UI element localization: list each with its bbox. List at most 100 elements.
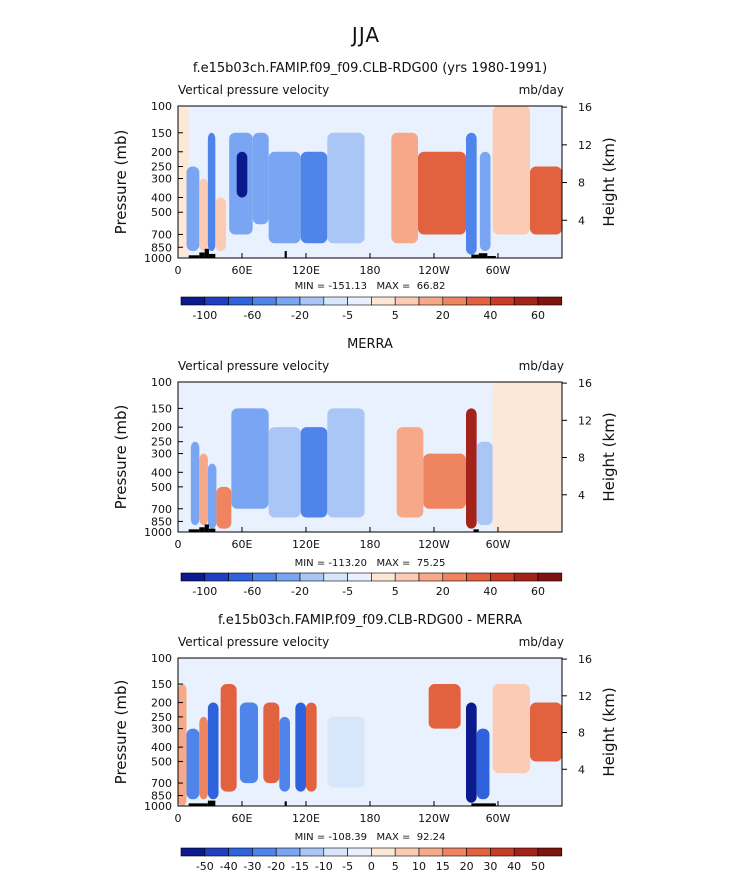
panel-2-longitude-axis: 0 60E 120E 180 120W 60W	[175, 527, 511, 551]
contour-cell	[199, 178, 208, 252]
colorbar-label: -30	[243, 860, 261, 872]
contour-cell	[199, 716, 208, 800]
y-tick-label: 700	[151, 228, 172, 241]
contour-cell	[300, 427, 328, 518]
colorbar-swatch	[347, 296, 372, 306]
y-tick-label: 200	[151, 421, 172, 434]
panel-3-height-axis: 16 12 8 4	[562, 653, 592, 776]
height-tick-label: 4	[578, 489, 585, 502]
panel-2-contour-cells	[178, 382, 562, 532]
colorbar-label: 10	[412, 860, 426, 872]
contour-cell	[466, 702, 477, 803]
panel-1-variable-label: Vertical pressure velocity	[178, 83, 329, 97]
contour-cell	[252, 132, 269, 225]
colorbar-swatch	[323, 572, 348, 582]
panel-2-colorbar: -100 -60 -20 -5 5 20 40 60	[180, 572, 563, 598]
panel-3-y-label: Pressure (mb)	[112, 680, 130, 785]
contour-cell	[186, 166, 200, 252]
colorbar-label: -60	[243, 585, 261, 598]
height-tick-label: 8	[578, 727, 585, 740]
x-tick-label: 60W	[486, 264, 511, 277]
colorbar-label: -15	[291, 860, 309, 872]
colorbar-swatch	[513, 847, 539, 857]
colorbar-swatch	[228, 572, 253, 582]
panel-1-title: f.e15b03ch.FAMIP.f09_f09.CLB-RDG00 (yrs …	[193, 61, 547, 76]
contour-cell	[306, 702, 317, 792]
contour-cell	[327, 408, 365, 518]
colorbar-swatch	[442, 572, 467, 582]
x-tick-label: 0	[175, 264, 182, 277]
panel-1-topography	[188, 248, 496, 258]
colorbar-swatch	[252, 296, 277, 306]
colorbar-swatch	[299, 296, 325, 306]
colorbar-label: 20	[436, 309, 450, 322]
y-tick-label: 250	[151, 160, 172, 173]
height-tick-label: 16	[578, 653, 592, 666]
topography-block	[208, 528, 216, 532]
y-tick-label: 400	[151, 192, 172, 205]
panel-2-units-label: mb/day	[519, 359, 564, 373]
x-tick-label: 120E	[292, 538, 320, 551]
y-tick-label: 150	[151, 678, 172, 691]
colorbar-label: 15	[436, 860, 450, 872]
colorbar-swatch	[537, 847, 563, 857]
y-tick-label: 250	[151, 436, 172, 449]
y-tick-label: 1000	[144, 252, 172, 265]
panel-1-contour-cells	[178, 106, 562, 258]
colorbar-label: 30	[483, 860, 497, 872]
contour-cell	[239, 702, 258, 784]
x-tick-label: 180	[360, 538, 381, 551]
y-tick-label: 850	[151, 790, 172, 803]
panel-3-variable-label: Vertical pressure velocity	[178, 635, 329, 649]
contour-cell	[279, 716, 290, 792]
panel-3-contour-cells	[178, 658, 562, 806]
contour-cell	[364, 382, 397, 532]
colorbar-swatch	[228, 847, 253, 857]
contour-cell	[231, 408, 269, 509]
contour-cell	[190, 441, 200, 526]
y-tick-label: 400	[151, 741, 172, 754]
colorbar-swatch	[513, 572, 539, 582]
y-tick-label: 150	[151, 127, 172, 140]
colorbar-label: 0	[368, 860, 375, 872]
topography-block	[478, 253, 488, 258]
height-tick-label: 16	[578, 377, 592, 390]
colorbar-swatch	[347, 847, 372, 857]
x-tick-label: 120W	[418, 264, 450, 277]
figure-title: JJA	[350, 23, 380, 47]
panel-3-y-label-right: Height (km)	[600, 687, 618, 776]
colorbar-label: 60	[531, 309, 545, 322]
panel-3-topography	[188, 800, 496, 806]
colorbar-swatch	[275, 572, 301, 582]
y-tick-label: 200	[151, 697, 172, 710]
colorbar-swatch	[513, 296, 539, 306]
contour-cell	[263, 702, 280, 784]
colorbar-swatch	[180, 296, 206, 306]
panel-3-stats: MIN = -108.39 MAX = 92.24	[295, 832, 446, 843]
colorbar-label: 5	[392, 860, 399, 872]
colorbar-swatch	[371, 296, 396, 306]
contour-cell	[396, 427, 424, 518]
height-tick-label: 12	[578, 414, 592, 427]
panel-1-height-axis: 16 12 8 4	[562, 101, 592, 227]
y-tick-label: 150	[151, 402, 172, 415]
contour-cell	[391, 132, 418, 244]
height-tick-label: 8	[578, 452, 585, 465]
colorbar-swatch	[537, 296, 563, 306]
y-tick-label: 100	[151, 376, 172, 389]
contour-cell	[178, 106, 189, 258]
y-tick-label: 700	[151, 503, 172, 516]
panel-2-stats: MIN = -113.20 MAX = 75.25	[295, 558, 446, 569]
panel-3-units-label: mb/day	[519, 635, 564, 649]
contour-cell	[418, 151, 466, 235]
panel-1-y-label-right: Height (km)	[600, 137, 618, 226]
colorbar-swatch	[490, 847, 515, 857]
height-tick-label: 4	[578, 214, 585, 227]
colorbar-swatch	[490, 572, 515, 582]
contour-cell	[268, 151, 301, 244]
panel-3-title: f.e15b03ch.FAMIP.f09_f09.CLB-RDG00 - MER…	[218, 613, 522, 628]
x-tick-label: 180	[360, 264, 381, 277]
